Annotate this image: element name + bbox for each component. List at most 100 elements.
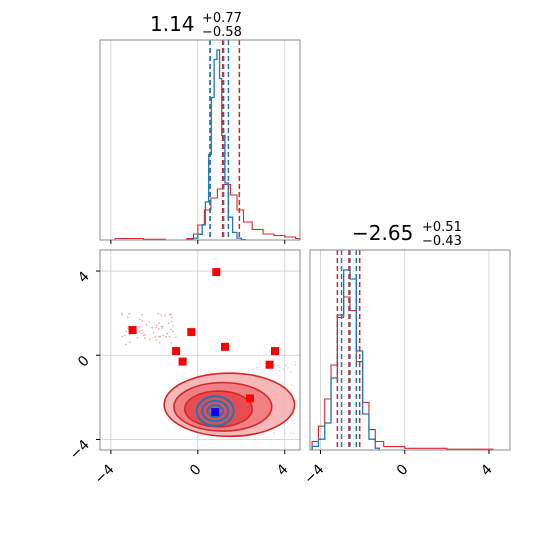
faint-dot xyxy=(127,327,129,330)
panel-bg-top xyxy=(100,40,300,240)
faint-dot xyxy=(170,328,172,331)
faint-dot xyxy=(291,384,293,386)
param1-title-minus: −0.58 xyxy=(202,25,242,40)
faint-dot xyxy=(289,371,292,373)
faint-dot xyxy=(172,330,174,333)
scatter-marker-red-5 xyxy=(221,342,229,351)
faint-dot xyxy=(162,334,164,337)
faint-dot xyxy=(141,313,143,316)
faint-dot xyxy=(145,323,148,326)
faint-dot xyxy=(125,330,127,332)
faint-dot xyxy=(157,312,159,315)
param2-scatter-y-tick-label-1: 0 xyxy=(75,353,93,371)
param2-scatter-y-tick-label-2: 4 xyxy=(75,269,93,287)
scatter-marker-red-1 xyxy=(212,268,221,277)
faint-dot xyxy=(136,336,139,339)
faint-dot xyxy=(281,381,284,384)
param1-hist-blue xyxy=(186,49,246,241)
faint-dot xyxy=(143,337,146,340)
faint-dot xyxy=(169,313,171,315)
faint-dot xyxy=(256,366,258,369)
scatter-marker-red-2 xyxy=(187,328,196,337)
faint-dot xyxy=(129,333,131,336)
faint-dot xyxy=(129,341,131,343)
faint-dot xyxy=(125,343,127,346)
faint-dot xyxy=(140,329,143,332)
faint-dot xyxy=(166,332,169,335)
faint-dot xyxy=(273,432,275,434)
faint-dot xyxy=(158,328,160,330)
faint-dot xyxy=(121,335,124,338)
param2-title-plus: +0.51 xyxy=(422,220,462,235)
param2-hist-blue xyxy=(311,269,380,450)
contour-blue-1 xyxy=(201,399,230,423)
faint-dot xyxy=(282,368,285,370)
param1-title-median: 1.14 xyxy=(150,12,195,36)
faint-dot xyxy=(284,432,286,435)
param1-scatter-x-tick-label-2: 4 xyxy=(274,461,292,479)
faint-dot xyxy=(154,336,157,338)
faint-dot xyxy=(291,419,293,422)
scatter-marker-red-3 xyxy=(172,347,181,356)
faint-dot xyxy=(151,326,154,329)
faint-dot xyxy=(171,316,173,319)
param2-hist-red xyxy=(311,296,494,450)
scatter-marker-red-4 xyxy=(178,357,187,366)
faint-dot xyxy=(148,338,151,340)
faint-dot xyxy=(158,322,160,325)
param2-right-x-tick-label-1: 0 xyxy=(394,462,412,480)
faint-dot xyxy=(277,364,280,367)
faint-dot xyxy=(121,313,123,315)
faint-dot xyxy=(170,313,173,315)
contour-blue-0 xyxy=(206,404,224,419)
faint-dot xyxy=(158,335,160,338)
param2-scatter-y-tick-label-0: −4 xyxy=(67,437,93,463)
faint-dot xyxy=(155,324,158,327)
param2-right-x-tick-label-0: −4 xyxy=(301,461,327,487)
faint-dot xyxy=(287,367,289,369)
faint-dot xyxy=(294,361,296,363)
scatter-marker-blue xyxy=(211,408,220,417)
panel-bg-right xyxy=(310,250,510,450)
faint-dot xyxy=(293,432,295,435)
faint-dot xyxy=(294,364,297,366)
faint-dot xyxy=(148,320,150,323)
faint-dot xyxy=(165,335,167,338)
axes-frame-scatter xyxy=(99,249,301,451)
scatter-marker-red-8 xyxy=(246,394,254,403)
faint-dot xyxy=(279,366,281,369)
faint-dot xyxy=(170,342,172,344)
param2-right-x-tick-label-2: 4 xyxy=(478,461,496,479)
param2-title-minus: −0.43 xyxy=(422,234,462,249)
faint-dot xyxy=(171,320,173,323)
param1-scatter-x-tick-label-1: 0 xyxy=(187,462,205,480)
faint-dot xyxy=(144,334,146,336)
faint-dot xyxy=(140,332,143,334)
faint-dot xyxy=(168,336,171,338)
param1-title-plus: +0.77 xyxy=(202,11,242,26)
faint-dot xyxy=(167,322,170,325)
data-layer xyxy=(100,40,494,450)
axes-frame-top xyxy=(99,39,301,241)
faint-dot xyxy=(152,332,155,334)
scatter-marker-red-6 xyxy=(271,347,279,356)
faint-dot xyxy=(160,325,163,328)
faint-dot xyxy=(124,334,126,337)
faint-dot xyxy=(160,314,163,316)
faint-dot xyxy=(138,318,141,321)
faint-dot xyxy=(126,316,129,318)
faint-dot xyxy=(290,431,292,434)
faint-dot xyxy=(142,334,145,336)
scatter-marker-red-7 xyxy=(265,360,274,369)
faint-dot xyxy=(259,363,262,365)
faint-dot xyxy=(155,339,157,341)
axes-layer xyxy=(99,39,511,451)
faint-dot xyxy=(128,312,131,315)
faint-dot xyxy=(138,330,141,333)
faint-dot xyxy=(252,368,254,370)
param2-title-median: −2.65 xyxy=(352,221,413,245)
faint-dot xyxy=(285,364,287,367)
faint-dot xyxy=(278,370,281,372)
